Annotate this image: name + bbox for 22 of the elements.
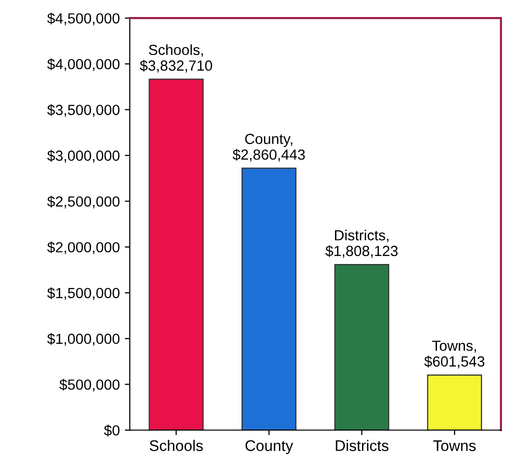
bar — [427, 374, 482, 430]
x-tick-label: Schools — [150, 440, 203, 452]
data-label: Towns, $601,543 — [424, 340, 484, 368]
data-label: County, $2,860,443 — [232, 134, 305, 162]
y-tick-label: $0 — [104, 424, 120, 436]
bar — [242, 168, 296, 430]
y-tick-label: $2,500,000 — [47, 196, 120, 208]
y-tick-label: $3,500,000 — [47, 104, 120, 117]
y-tick-label: $500,000 — [59, 378, 120, 392]
bar — [148, 78, 204, 430]
y-tick-label: $4,500,000 — [47, 12, 120, 26]
y-tick-label: $1,500,000 — [47, 287, 120, 300]
x-tick-label: County — [246, 440, 294, 454]
y-tick-label: $3,000,000 — [47, 150, 120, 163]
data-label: Schools, $3,832,710 — [140, 44, 212, 72]
y-tick-label: $4,000,000 — [47, 58, 120, 72]
bar — [334, 264, 390, 430]
y-tick-label: $2,000,000 — [47, 241, 120, 254]
x-tick-label: Districts — [336, 440, 388, 452]
y-tick-label: $1,000,000 — [47, 333, 120, 346]
x-tick-label: Towns — [433, 440, 476, 452]
data-label: Districts, $1,808,123 — [325, 230, 398, 258]
